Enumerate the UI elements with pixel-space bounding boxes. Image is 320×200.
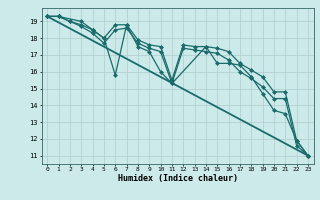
X-axis label: Humidex (Indice chaleur): Humidex (Indice chaleur): [118, 174, 237, 183]
